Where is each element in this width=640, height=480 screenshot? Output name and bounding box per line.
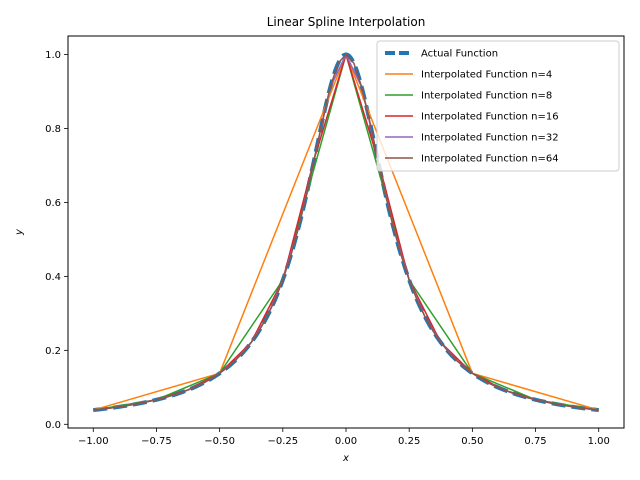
x-tick-label: −0.75 [141, 436, 172, 447]
x-tick-label: 0.50 [461, 436, 483, 447]
x-tick-label: 0.75 [524, 436, 546, 447]
y-axis-ticks: 0.0 0.2 0.4 0.6 0.8 1.0 [45, 50, 68, 431]
legend-label: Actual Function [421, 49, 498, 60]
legend-label: Interpolated Function n=4 [421, 70, 552, 81]
legend-label: Interpolated Function n=8 [421, 91, 552, 102]
y-tick-label: 0.4 [45, 272, 61, 283]
series-line-5 [93, 53, 599, 411]
x-axis-ticks: −1.00 −0.75 −0.50 −0.25 0.00 0.25 0.50 0.75 1.00 [78, 428, 610, 447]
x-tick-label: −1.00 [78, 436, 109, 447]
chart-title: Linear Spline Interpolation [267, 15, 426, 29]
y-tick-label: 1.0 [45, 50, 61, 61]
legend-box [376, 40, 620, 172]
y-tick-label: 0.0 [45, 420, 61, 431]
x-tick-label: 1.00 [588, 436, 610, 447]
legend-label: Interpolated Function n=16 [421, 112, 559, 123]
y-tick-label: 0.8 [45, 124, 61, 135]
y-tick-label: 0.6 [45, 198, 61, 209]
x-tick-label: 0.00 [335, 436, 357, 447]
x-tick-label: 0.25 [398, 436, 420, 447]
x-tick-label: −0.25 [267, 436, 298, 447]
legend: Actual Function Interpolated Function n=4… [376, 40, 620, 172]
legend-label: Interpolated Function n=64 [421, 154, 559, 165]
legend-label: Interpolated Function n=32 [421, 133, 559, 144]
series-layer [92, 52, 600, 413]
y-tick-label: 0.2 [45, 346, 61, 357]
x-axis-label: x [342, 453, 349, 464]
x-tick-label: −0.50 [204, 436, 235, 447]
y-axis-label: y [14, 228, 25, 236]
